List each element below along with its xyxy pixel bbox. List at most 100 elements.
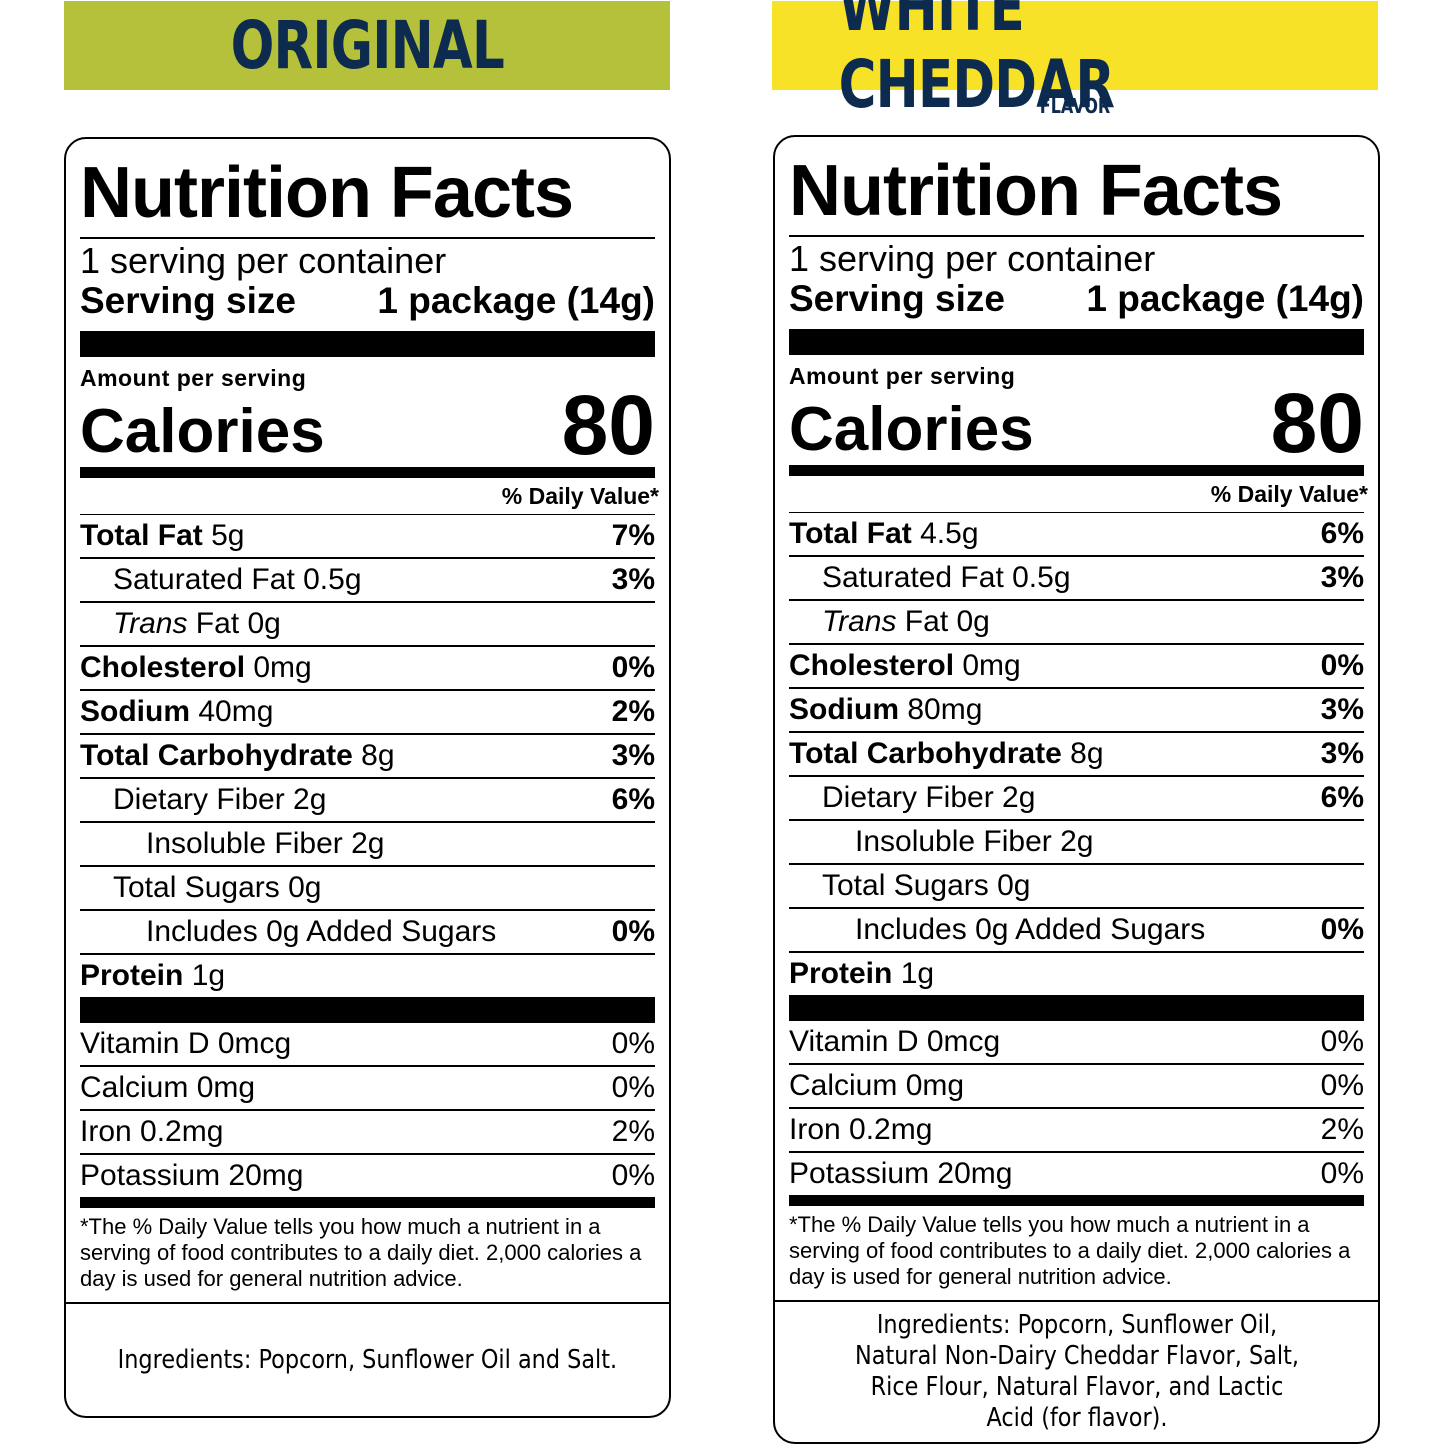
nutrient-name: Protein 1g <box>789 957 934 991</box>
nutrient-amount: 1g <box>892 957 935 990</box>
nutrient-daily-value: 3% <box>1320 561 1364 594</box>
nutrient-row: Trans Fat 0g <box>80 601 655 645</box>
medium-divider <box>789 465 1364 476</box>
nutrient-daily-value: 2% <box>611 695 655 728</box>
nutrient-row: Saturated Fat 0.5g 3% <box>789 555 1364 599</box>
vitamin-row: Vitamin D 0mcg 0% <box>789 1021 1364 1063</box>
nutrient-row: Dietary Fiber 2g 6% <box>80 777 655 821</box>
nutrient-row: Cholesterol 0mg 0% <box>80 645 655 689</box>
nutrient-row: Saturated Fat 0.5g 3% <box>80 557 655 601</box>
vitamin-daily-value: 0% <box>611 1027 655 1060</box>
divider <box>789 235 1364 237</box>
vitamin-name: Vitamin D 0mcg <box>789 1025 1001 1058</box>
thick-divider <box>789 329 1364 355</box>
nutrient-bold-label: Cholesterol <box>789 649 955 682</box>
medium-divider <box>80 467 655 478</box>
vitamin-name: Vitamin D 0mcg <box>80 1027 292 1060</box>
nutrient-name: Dietary Fiber 2g <box>789 781 1035 815</box>
nutrient-row: Insoluble Fiber 2g <box>80 821 655 865</box>
vitamin-list: Vitamin D 0mcg 0% Calcium 0mg 0% Iron 0.2mg 2… <box>80 1023 655 1197</box>
nutrient-name: Saturated Fat 0.5g <box>789 561 1071 595</box>
serving-size: Serving size 1 package (14g) <box>789 279 1364 319</box>
nutrient-daily-value: 3% <box>1320 737 1364 770</box>
nutrient-name: Cholesterol 0mg <box>80 651 312 685</box>
nutrient-name: Includes 0g Added Sugars <box>789 913 1205 947</box>
nutrient-amount: 80mg <box>899 693 983 726</box>
nutrient-amount: 0g <box>988 869 1031 902</box>
nutrition-label-original: Nutrition Facts 1 serving per container … <box>64 137 671 1418</box>
nutrient-row: Total Carbohydrate 8g 3% <box>789 731 1364 775</box>
label-title: Nutrition Facts <box>789 151 1283 231</box>
nutrient-label: Includes 0g Added Sugars <box>855 913 1206 946</box>
nutrient-amount: 0g <box>279 871 322 904</box>
nutrient-name: Insoluble Fiber 2g <box>80 827 385 861</box>
nutrient-name: Total Fat 4.5g <box>789 517 979 551</box>
nutrient-daily-value: 6% <box>611 783 655 816</box>
label-body: Nutrition Facts 1 serving per container … <box>789 137 1368 1290</box>
nutrient-name: Dietary Fiber 2g <box>80 783 326 817</box>
nutrient-amount: 2g <box>284 783 327 816</box>
nutrient-list: Total Fat 4.5g 6% Saturated Fat 0.5g 3% Tran… <box>789 512 1364 995</box>
nutrient-daily-value: 3% <box>611 563 655 596</box>
nutrient-amount: 8g <box>1061 737 1104 770</box>
vitamin-daily-value: 0% <box>1320 1025 1364 1058</box>
nutrient-amount: 0g <box>948 605 990 638</box>
daily-value-header: % Daily Value* <box>501 483 659 509</box>
nutrient-bold-label: Sodium <box>80 695 190 728</box>
vitamin-row: Calcium 0mg 0% <box>789 1063 1364 1107</box>
nutrient-name: Sodium 40mg <box>80 695 273 729</box>
nutrient-daily-value: 7% <box>611 519 655 552</box>
vitamin-daily-value: 0% <box>611 1071 655 1104</box>
nutrient-italic-label: Trans <box>822 605 897 638</box>
nutrition-label-white-cheddar: Nutrition Facts 1 serving per container … <box>773 135 1380 1444</box>
ingredients-text: Ingredients: Popcorn, Sunflower Oil, Nat… <box>854 1310 1299 1433</box>
nutrient-amount: 8g <box>352 739 395 772</box>
serving-size-value: 1 package (14g) <box>377 280 655 321</box>
nutrient-row: Total Sugars 0g <box>80 865 655 909</box>
nutrient-name: Includes 0g Added Sugars <box>80 915 496 949</box>
medium-divider <box>80 1197 655 1208</box>
nutrient-row: Total Fat 5g 7% <box>80 514 655 557</box>
nutrient-amount: 0mg <box>245 651 312 684</box>
nutrient-daily-value: 6% <box>1320 517 1364 550</box>
vitamin-row: Potassium 20mg 0% <box>789 1151 1364 1195</box>
nutrient-amount: 2g <box>993 781 1036 814</box>
nutrient-row: Total Fat 4.5g 6% <box>789 512 1364 555</box>
ingredients-box: Ingredients: Popcorn, Sunflower Oil and … <box>66 1302 669 1416</box>
nutrient-bold-label: Sodium <box>789 693 899 726</box>
nutrient-name: Protein 1g <box>80 959 225 993</box>
ingredients: Ingredients: Popcorn, Sunflower Oil and … <box>77 1345 658 1376</box>
nutrient-daily-value: 0% <box>1320 649 1364 682</box>
nutrient-row: Includes 0g Added Sugars 0% <box>80 909 655 953</box>
nutrient-daily-value: 0% <box>611 651 655 684</box>
nutrient-row: Protein 1g <box>80 953 655 997</box>
nutrient-label: Fat <box>187 607 240 640</box>
nutrient-amount: 4.5g <box>911 517 979 550</box>
nutrient-amount: 0mg <box>954 649 1021 682</box>
nutrient-label: Total Sugars <box>822 869 989 902</box>
label-body: Nutrition Facts 1 serving per container … <box>80 139 659 1292</box>
vitamin-daily-value: 2% <box>1320 1113 1364 1146</box>
nutrient-row: Insoluble Fiber 2g <box>789 819 1364 863</box>
vitamin-row: Potassium 20mg 0% <box>80 1153 655 1197</box>
nutrient-daily-value: 0% <box>611 915 655 948</box>
nutrient-row: Total Carbohydrate 8g 3% <box>80 733 655 777</box>
nutrient-amount: 1g <box>183 959 226 992</box>
vitamin-daily-value: 0% <box>1320 1157 1364 1190</box>
serving-size-label: Serving size <box>789 278 1005 319</box>
vitamin-name: Calcium 0mg <box>789 1069 965 1102</box>
nutrient-list: Total Fat 5g 7% Saturated Fat 0.5g 3% Trans … <box>80 514 655 997</box>
nutrient-daily-value: 3% <box>1320 693 1364 726</box>
vitamin-daily-value: 0% <box>1320 1069 1364 1102</box>
servings-per-container: 1 serving per container <box>80 240 447 281</box>
nutrient-label: Dietary Fiber <box>822 781 994 814</box>
flavor-subtitle-text: FLAVOR <box>1039 94 1111 118</box>
vitamin-name: Potassium 20mg <box>789 1157 1013 1190</box>
nutrient-label: Insoluble Fiber <box>855 825 1052 858</box>
calories-label: Calories <box>80 397 325 466</box>
servings-per-container: 1 serving per container <box>789 238 1156 279</box>
nutrient-amount: 0.5g <box>294 563 362 596</box>
ingredients: Ingredients: Popcorn, Sunflower Oil, Nat… <box>807 1310 1347 1434</box>
nutrient-bold-label: Total Carbohydrate <box>80 739 353 772</box>
nutrient-label: Insoluble Fiber <box>146 827 343 860</box>
